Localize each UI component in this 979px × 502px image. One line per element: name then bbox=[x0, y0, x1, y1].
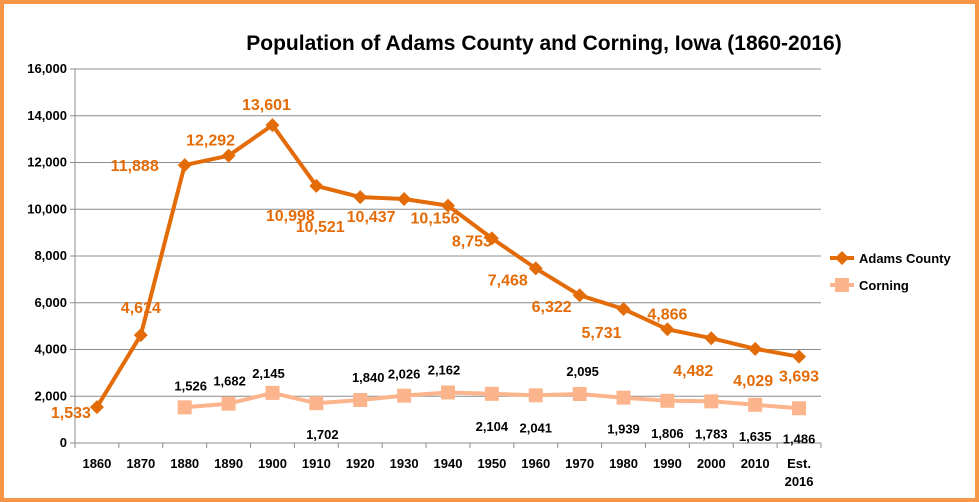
legend-adams-county-marker bbox=[835, 251, 849, 265]
adams-county-data-label: 5,731 bbox=[582, 325, 622, 342]
adams-county-marker bbox=[660, 322, 675, 337]
legend-corning-marker bbox=[835, 278, 849, 292]
corning-data-label: 2,104 bbox=[476, 419, 509, 434]
adams-county-marker bbox=[441, 198, 455, 213]
adams-county-marker bbox=[616, 302, 631, 317]
corning-marker bbox=[441, 385, 455, 400]
corning-marker bbox=[397, 388, 412, 403]
adams-county-data-label: 1,533 bbox=[51, 405, 91, 422]
adams-county-data-label: 10,521 bbox=[296, 219, 345, 236]
corning-data-label: 2,026 bbox=[388, 367, 421, 382]
adams-county-marker bbox=[353, 190, 368, 205]
x-tick-label: 1970 bbox=[565, 456, 594, 471]
adams-county-data-label: 8,753 bbox=[452, 233, 492, 250]
chart-title: Population of Adams County and Corning, … bbox=[246, 32, 842, 55]
corning-marker bbox=[572, 387, 587, 402]
corning-marker bbox=[748, 397, 763, 412]
adams-county-data-label: 6,322 bbox=[532, 299, 572, 316]
x-tick-label: 1910 bbox=[302, 456, 331, 471]
x-tick-label: 2010 bbox=[741, 456, 770, 471]
adams-county-data-label: 11,888 bbox=[111, 158, 159, 175]
corning-marker bbox=[484, 386, 499, 401]
x-tick-label: 1920 bbox=[346, 456, 375, 471]
adams-county-marker bbox=[89, 400, 104, 415]
adams-county-data-label: 4,029 bbox=[733, 373, 773, 390]
legend-adams-county-label: Adams County bbox=[859, 251, 952, 266]
adams-county-marker bbox=[265, 118, 280, 133]
corning-marker bbox=[353, 392, 368, 407]
x-tick-label: 1990 bbox=[653, 456, 682, 471]
adams-county-data-label: 4,614 bbox=[121, 300, 161, 317]
corning-marker bbox=[177, 400, 192, 415]
x-tick-label: 1960 bbox=[521, 456, 550, 471]
adams-county-marker bbox=[221, 148, 236, 163]
corning-data-label: 2,162 bbox=[428, 362, 461, 377]
adams-county-data-label: 3,693 bbox=[779, 369, 819, 386]
corning-marker bbox=[616, 390, 631, 405]
adams-county-data-label: 10,437 bbox=[347, 209, 396, 226]
corning-marker bbox=[265, 385, 280, 400]
adams-county-marker bbox=[748, 341, 763, 356]
y-tick-label: 4,000 bbox=[34, 342, 67, 357]
x-tick-label: 2000 bbox=[697, 456, 726, 471]
adams-county-data-label: 10,156 bbox=[411, 211, 460, 228]
x-tick-label: 1900 bbox=[258, 456, 287, 471]
adams-county-marker bbox=[572, 288, 587, 303]
corning-marker bbox=[660, 393, 675, 408]
corning-data-label: 2,145 bbox=[252, 366, 285, 381]
y-tick-label: 8,000 bbox=[34, 248, 67, 263]
adams-county-data-label: 12,292 bbox=[186, 133, 235, 150]
adams-county-marker bbox=[133, 328, 148, 343]
y-tick-label: 16,000 bbox=[27, 61, 67, 76]
y-tick-label: 12,000 bbox=[27, 155, 67, 170]
adams-county-marker bbox=[528, 261, 543, 276]
corning-marker bbox=[704, 394, 719, 409]
adams-county-marker bbox=[177, 158, 192, 173]
y-tick-label: 2,000 bbox=[34, 388, 67, 403]
adams-county-data-label: 10,998 bbox=[266, 208, 315, 225]
corning-data-label: 1,486 bbox=[783, 431, 816, 446]
y-tick-label: 10,000 bbox=[27, 201, 67, 216]
x-tick-label: 1880 bbox=[170, 456, 199, 471]
x-tick-label: 1930 bbox=[390, 456, 419, 471]
corning-data-label: 1,635 bbox=[739, 429, 772, 444]
x-tick-label: Est. 2016 bbox=[785, 456, 814, 489]
corning-marker bbox=[528, 388, 543, 403]
adams-county-marker bbox=[792, 349, 807, 364]
adams-county-data-label: 7,468 bbox=[488, 272, 528, 289]
x-tick-label: 1950 bbox=[477, 456, 506, 471]
x-tick-label: 1860 bbox=[82, 456, 111, 471]
corning-data-label: 1,702 bbox=[306, 427, 339, 442]
corning-marker bbox=[792, 401, 807, 416]
corning-data-label: 1,806 bbox=[651, 426, 684, 441]
corning-data-label: 1,783 bbox=[695, 426, 728, 441]
adams-county-data-label: 4,482 bbox=[673, 363, 713, 380]
x-tick-label: 1980 bbox=[609, 456, 638, 471]
x-tick-label: 1890 bbox=[214, 456, 243, 471]
corning-marker bbox=[221, 396, 236, 411]
adams-county-data-label: 4,866 bbox=[647, 306, 687, 323]
x-tick-label: 1940 bbox=[434, 456, 463, 471]
y-tick-label: 0 bbox=[60, 435, 67, 450]
corning-data-label: 2,041 bbox=[519, 420, 552, 435]
corning-data-label: 1,939 bbox=[607, 422, 640, 437]
corning-marker bbox=[309, 396, 324, 411]
y-tick-label: 14,000 bbox=[27, 108, 67, 123]
corning-data-label: 2,095 bbox=[566, 364, 599, 379]
adams-county-marker bbox=[397, 192, 412, 207]
corning-data-label: 1,682 bbox=[213, 374, 246, 389]
corning-data-label: 1,526 bbox=[174, 378, 207, 393]
legend-corning-label: Corning bbox=[859, 278, 909, 293]
adams-county-marker bbox=[484, 231, 499, 246]
x-tick-label: 1870 bbox=[126, 456, 155, 471]
adams-county-marker bbox=[309, 178, 324, 193]
adams-county-marker bbox=[704, 331, 719, 346]
corning-data-label: 1,840 bbox=[352, 370, 385, 385]
y-tick-label: 6,000 bbox=[34, 295, 67, 310]
adams-county-data-label: 13,601 bbox=[242, 97, 291, 114]
